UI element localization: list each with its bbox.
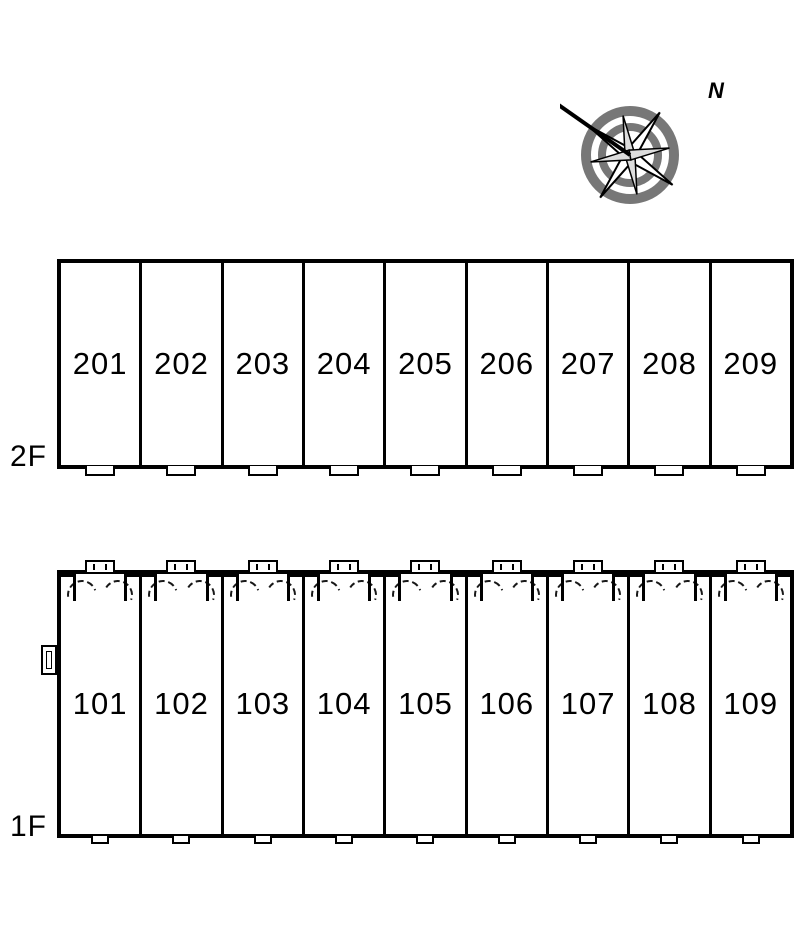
floor-1f: 101 102 103 104 (57, 570, 794, 838)
unit-label: 207 (561, 346, 616, 382)
notch-icon (248, 466, 278, 476)
compass-north-label: N (708, 78, 725, 103)
foot-icon (254, 836, 272, 844)
wall-bracket-icon (224, 574, 302, 600)
wall-fixture-icon (41, 645, 57, 675)
wall-bracket-icon (549, 574, 627, 600)
wall-bracket-icon (142, 574, 220, 600)
unit-201: 201 (61, 263, 142, 465)
unit-204: 204 (305, 263, 386, 465)
unit-209: 209 (712, 263, 790, 465)
unit-205: 205 (386, 263, 467, 465)
floor-label-2f: 2F (10, 440, 47, 474)
unit-label: 101 (73, 686, 128, 722)
foot-icon (742, 836, 760, 844)
compass-icon: N (560, 60, 760, 235)
unit-108: 108 (630, 574, 711, 834)
unit-label: 106 (479, 686, 534, 722)
unit-label: 105 (398, 686, 453, 722)
unit-label: 204 (317, 346, 372, 382)
unit-label: 209 (723, 346, 778, 382)
unit-101: 101 (61, 574, 142, 834)
notch-icon (492, 466, 522, 476)
unit-105: 105 (386, 574, 467, 834)
unit-106: 106 (468, 574, 549, 834)
unit-203: 203 (224, 263, 305, 465)
wall-bracket-icon (305, 574, 383, 600)
floorplan-stage: { "diagram": { "type": "floorplan", "bac… (0, 0, 800, 942)
unit-label: 206 (479, 346, 534, 382)
unit-208: 208 (630, 263, 711, 465)
floor-2f: 201 202 203 204 205 206 207 208 (57, 259, 794, 469)
unit-103: 103 (224, 574, 305, 834)
unit-104: 104 (305, 574, 386, 834)
wall-bracket-icon (630, 574, 708, 600)
unit-207: 207 (549, 263, 630, 465)
floor-label-1f: 1F (10, 810, 47, 844)
foot-icon (579, 836, 597, 844)
unit-label: 205 (398, 346, 453, 382)
foot-icon (335, 836, 353, 844)
unit-102: 102 (142, 574, 223, 834)
unit-label: 108 (642, 686, 697, 722)
unit-label: 103 (235, 686, 290, 722)
unit-label: 107 (561, 686, 616, 722)
wall-bracket-icon (386, 574, 464, 600)
unit-109: 109 (712, 574, 790, 834)
foot-icon (91, 836, 109, 844)
notch-icon (329, 466, 359, 476)
foot-icon (416, 836, 434, 844)
notch-icon (410, 466, 440, 476)
unit-206: 206 (468, 263, 549, 465)
unit-label: 201 (73, 346, 128, 382)
wall-bracket-icon (61, 574, 139, 600)
foot-icon (660, 836, 678, 844)
unit-label: 102 (154, 686, 209, 722)
notch-icon (573, 466, 603, 476)
notch-icon (654, 466, 684, 476)
unit-label: 104 (317, 686, 372, 722)
notch-icon (85, 466, 115, 476)
wall-bracket-icon (712, 574, 790, 600)
unit-label: 208 (642, 346, 697, 382)
unit-label: 109 (723, 686, 778, 722)
notch-icon (736, 466, 766, 476)
unit-label: 202 (154, 346, 209, 382)
foot-icon (172, 836, 190, 844)
unit-202: 202 (142, 263, 223, 465)
foot-icon (498, 836, 516, 844)
unit-label: 203 (235, 346, 290, 382)
unit-107: 107 (549, 574, 630, 834)
wall-bracket-icon (468, 574, 546, 600)
notch-icon (166, 466, 196, 476)
